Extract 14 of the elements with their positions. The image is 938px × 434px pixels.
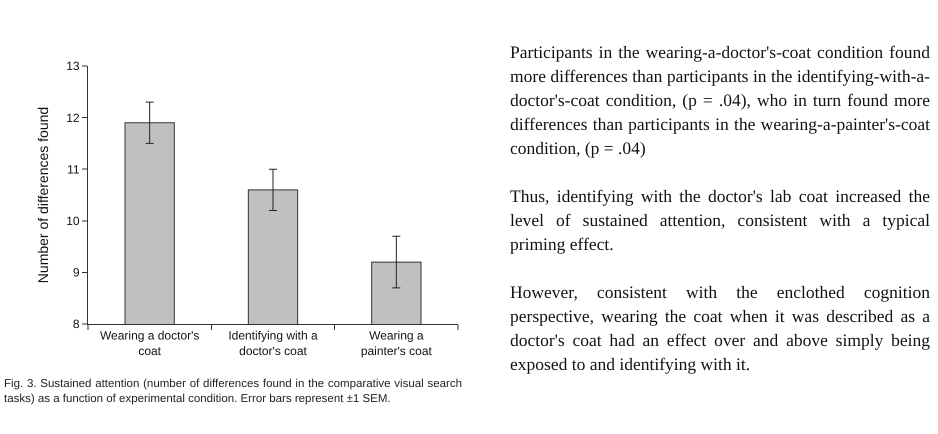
x-tick-label: Identifying with a doctor's coat xyxy=(228,328,318,358)
text: However, consistent with the enclothed cognition perspective, wearing the coat when it was described as a doctor's coat had an effect over and above simply being exposed to and identifying with it. xyxy=(510,281,930,376)
y-tick-label: 12 xyxy=(66,110,80,125)
y-tick-label: 9 xyxy=(72,266,80,280)
text: Participants in the wearing-a-doctor's-coat condition found more differences than participants in the identifying-with-a-doctor's-coat condition, (p = .04), who in turn found more differences than participants in the wearing-a-painter's-coat condition, (p = .04) xyxy=(510,41,930,160)
y-tick-label: 11 xyxy=(67,162,80,176)
y-axis-title: Number of differences found xyxy=(34,106,51,284)
caption: Fig. 3. Sustained attention (number of differences found in the comparative visual search tasks) as a function of experimental condition. Error bars represent ±1 SEM. xyxy=(4,377,462,407)
y-tick-label: 8 xyxy=(72,317,80,332)
y-tick-label: 13 xyxy=(66,59,80,74)
x-tick-label: Wearing a doctor's coat xyxy=(100,328,200,358)
x-tick-label: Wearing a painter's coat xyxy=(360,328,432,358)
y-tick-label: 10 xyxy=(66,214,80,228)
text: Thus, identifying with the doctor's lab coat increased the level of sustained attention, consistent with a typical priming effect. xyxy=(510,185,930,256)
